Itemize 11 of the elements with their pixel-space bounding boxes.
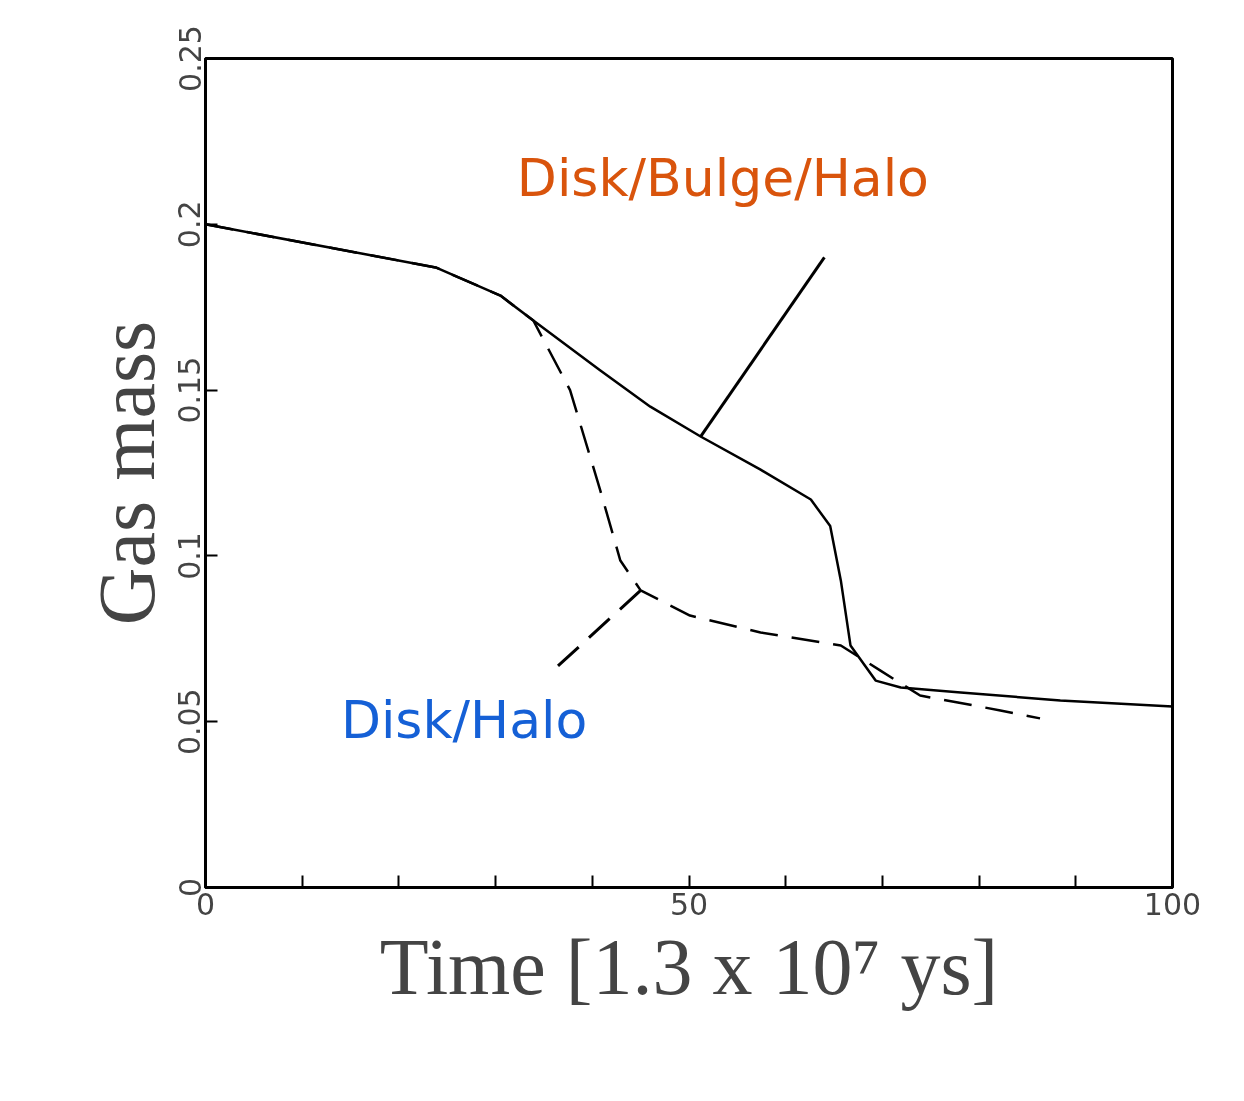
y-tick-label: 0.1 (172, 532, 208, 580)
x-axis-title: Time [1.3 x 10⁷ ys] (379, 922, 999, 1011)
series-label: Disk/Bulge/Halo (516, 147, 929, 208)
legend-label: Disk/Halo (340, 689, 588, 750)
x-tick-label: 100 (1143, 886, 1202, 922)
y-axis-title: Gas mass (82, 320, 171, 626)
y-tick-label: 0.15 (172, 356, 208, 424)
x-tick-label: 50 (669, 886, 709, 922)
y-tick-label: 0.05 (172, 688, 208, 756)
y-tick-label: 0.25 (172, 25, 208, 92)
y-tick-label: 0.2 (172, 200, 208, 249)
